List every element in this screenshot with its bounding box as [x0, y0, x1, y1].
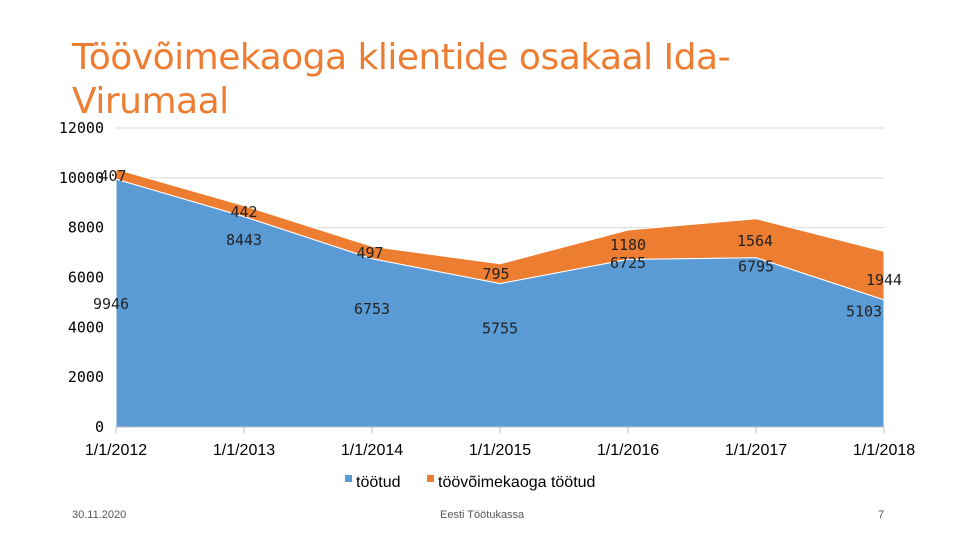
data-label-series-2: 442 [230, 203, 257, 221]
x-tick-label: 1/1/2015 [469, 442, 531, 459]
page-number: 7 [878, 509, 885, 521]
x-tick-label: 1/1/2012 [85, 442, 147, 459]
footer-organization: Eesti Töötukassa [440, 509, 525, 521]
x-tick-label: 1/1/2017 [725, 442, 787, 459]
y-tick-label: 2000 [68, 368, 104, 386]
x-tick-label: 1/1/2016 [597, 442, 659, 459]
data-label-series-2: 1180 [610, 236, 646, 254]
y-tick-label: 8000 [68, 219, 104, 237]
y-tick-label: 4000 [68, 318, 104, 336]
y-tick-label: 12000 [59, 119, 104, 137]
slide-title: Töövõimekaoga klientide osakaal Ida-Viru… [72, 37, 731, 122]
data-label-series-2: 497 [356, 244, 383, 262]
legend-swatch-series-1 [345, 475, 352, 482]
data-label-series-1: 5755 [482, 319, 518, 337]
data-label-series-2: 795 [482, 265, 509, 283]
x-tick-label: 1/1/2014 [341, 442, 403, 459]
data-label-series-1: 5103 [846, 302, 882, 320]
data-label-series-2: 1944 [866, 271, 902, 289]
area-series-1 [115, 178, 885, 428]
x-tick-label: 1/1/2018 [853, 442, 915, 459]
legend-label-series-1: töötud [356, 474, 400, 491]
data-label-series-1: 9946 [93, 295, 129, 313]
data-label-series-1: 6753 [354, 300, 390, 318]
data-label-series-1: 6725 [610, 254, 646, 272]
x-tick-label: 1/1/2013 [213, 442, 275, 459]
data-label-series-2: 1564 [737, 232, 773, 250]
y-tick-label: 0 [95, 418, 104, 436]
y-tick-label: 6000 [68, 269, 104, 287]
data-label-series-1: 6795 [738, 257, 774, 275]
legend-label-series-2: töövõimekaoga töötud [438, 474, 595, 491]
y-tick-label: 10000 [59, 169, 104, 187]
data-label-series-2: 407 [99, 167, 126, 185]
legend-swatch-series-2 [427, 475, 434, 482]
data-label-series-1: 8443 [226, 231, 262, 249]
footer-date: 30.11.2020 [72, 509, 127, 521]
